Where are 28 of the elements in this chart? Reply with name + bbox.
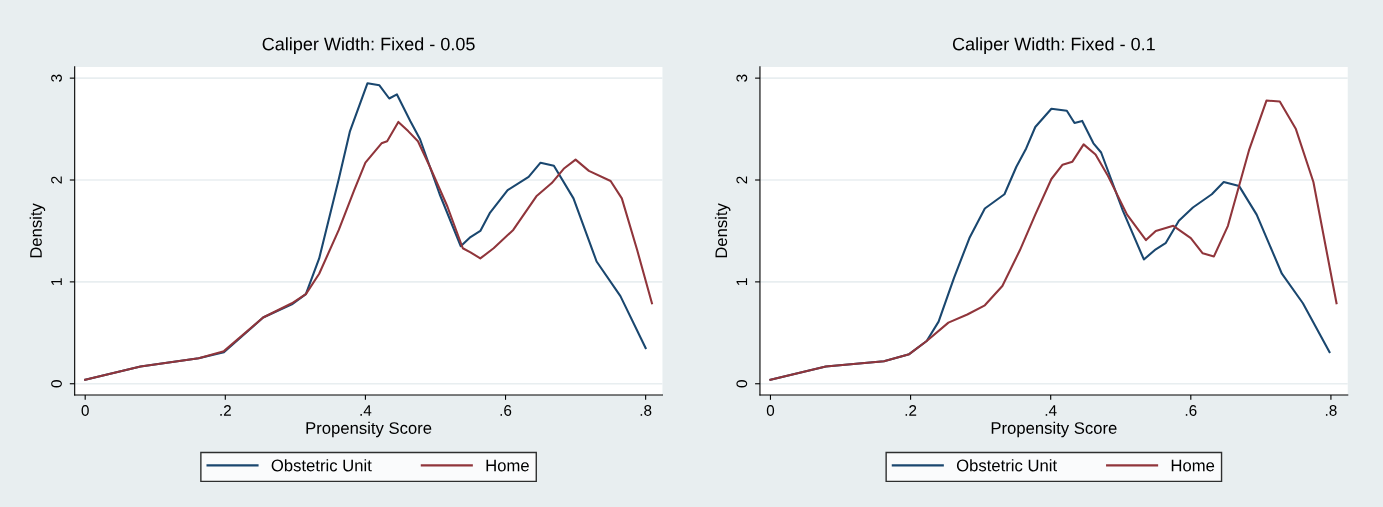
y-tick-label: 1 — [51, 278, 62, 285]
x-tick-label: .8 — [640, 405, 652, 416]
x-axis-title: Propensity Score — [306, 421, 432, 438]
x-tick-label: .4 — [360, 405, 372, 416]
y-tick-label: 3 — [51, 74, 62, 82]
x-tick-label: .8 — [1325, 405, 1337, 416]
y-tick-label: 2 — [51, 176, 62, 184]
x-axis-title: Propensity Score — [991, 421, 1117, 438]
y-axis-title: Density — [29, 203, 46, 258]
y-tick-label: 0 — [51, 380, 62, 388]
legend-label: Home — [486, 459, 529, 472]
x-tick-label: 0 — [81, 405, 89, 416]
y-tick-label: 3 — [736, 74, 748, 82]
chart-title: Caliper Width: Fixed - 0.1 — [952, 37, 1155, 54]
x-tick-label: .2 — [220, 405, 231, 416]
legend-label: Obstetric Unit — [271, 459, 372, 472]
x-tick-label: .6 — [1185, 405, 1197, 416]
legend-label: Obstetric Unit — [956, 459, 1057, 472]
y-tick-label: 0 — [736, 380, 748, 388]
x-tick-label: 0 — [766, 405, 775, 416]
x-tick-label: .4 — [1045, 405, 1057, 416]
legend-label: Home — [1171, 459, 1215, 472]
y-tick-label: 1 — [736, 278, 748, 285]
chart-title: Caliper Width: Fixed - 0.05 — [262, 37, 475, 54]
x-tick-label: .2 — [905, 405, 917, 416]
y-tick-label: 2 — [736, 176, 748, 184]
y-axis-title: Density — [714, 203, 731, 258]
x-tick-label: .6 — [500, 405, 512, 416]
